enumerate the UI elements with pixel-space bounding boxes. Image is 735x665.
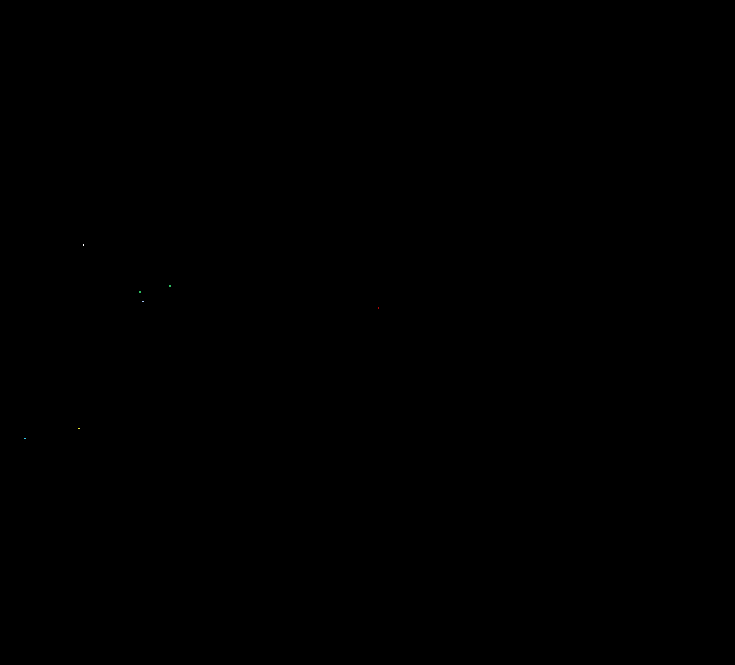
green-star-dot-1	[169, 285, 171, 287]
yellow-star-dot	[78, 428, 80, 429]
white-star-dot	[83, 244, 84, 246]
blue-star-dot	[142, 301, 144, 302]
cyan-star-dot	[24, 438, 26, 439]
green-star-dot-2	[139, 291, 141, 293]
red-star-dot	[378, 307, 379, 309]
